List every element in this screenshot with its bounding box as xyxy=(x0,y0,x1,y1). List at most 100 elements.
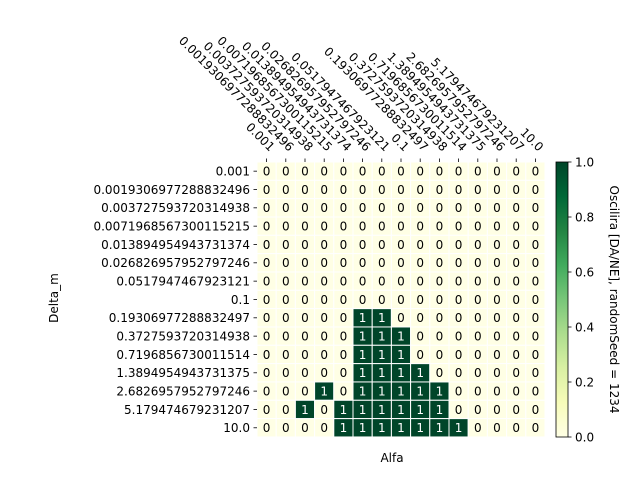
heatmap-cell-label-r10-c9: 0 xyxy=(436,348,444,362)
heatmap-cell-label-r4-c14: 0 xyxy=(532,238,540,252)
heatmap-cell-label-r4-c12: 0 xyxy=(493,238,501,252)
heatmap-cell-label-r6-c9: 0 xyxy=(436,274,444,288)
heatmap-cell-label-r6-c13: 0 xyxy=(512,274,520,288)
y-tick-label-11: 1.3894954943731375 xyxy=(116,366,250,380)
heatmap-cell-label-r11-c12: 0 xyxy=(493,366,501,380)
heatmap-cell-label-r1-c8: 0 xyxy=(416,183,424,197)
colorbar-gradient xyxy=(555,161,569,438)
x-axis-label: Alfa xyxy=(380,451,403,465)
heatmap-cell-label-r1-c14: 0 xyxy=(532,183,540,197)
heatmap-cell-label-r1-c13: 0 xyxy=(512,183,520,197)
heatmap-cell-label-r6-c12: 0 xyxy=(493,274,501,288)
heatmap-cell-label-r4-c0: 0 xyxy=(263,238,271,252)
heatmap-cell-label-r10-c6: 1 xyxy=(378,348,386,362)
heatmap-cell-label-r13-c3: 0 xyxy=(320,403,328,417)
x-axis-ticks: 0.0010.00193069772888324960.003727593720… xyxy=(176,34,546,162)
heatmap-cell-label-r9-c6: 1 xyxy=(378,329,386,343)
heatmap-cell-label-r0-c14: 0 xyxy=(532,164,540,178)
heatmap-cell-label-r12-c8: 1 xyxy=(416,384,424,398)
heatmap-cell-label-r12-c12: 0 xyxy=(493,384,501,398)
heatmap-cell-label-r4-c1: 0 xyxy=(282,238,290,252)
heatmap-cell-label-r2-c10: 0 xyxy=(455,201,463,215)
heatmap-cell-label-r13-c13: 0 xyxy=(512,403,520,417)
heatmap-cell-label-r4-c2: 0 xyxy=(301,238,309,252)
heatmap-cell-label-r7-c11: 0 xyxy=(474,293,482,307)
heatmap-cell-label-r4-c3: 0 xyxy=(320,238,328,252)
heatmap-cell-label-r13-c7: 1 xyxy=(397,403,405,417)
heatmap-cell-label-r8-c8: 0 xyxy=(416,311,424,325)
heatmap-cell-label-r4-c5: 0 xyxy=(359,238,367,252)
heatmap-cell-label-r6-c2: 0 xyxy=(301,274,309,288)
heatmap-cell-label-r6-c6: 0 xyxy=(378,274,386,288)
y-tick-label-13: 5.179474679231207 xyxy=(124,403,250,417)
heatmap-cell-label-r10-c3: 0 xyxy=(320,348,328,362)
heatmap-cell-label-r8-c1: 0 xyxy=(282,311,290,325)
heatmap-cell-label-r5-c0: 0 xyxy=(263,256,271,270)
heatmap-cell-label-r7-c8: 0 xyxy=(416,293,424,307)
heatmap-cell-label-r2-c4: 0 xyxy=(340,201,348,215)
heatmap-cell-label-r1-c0: 0 xyxy=(263,183,271,197)
heatmap-cell-label-r1-c1: 0 xyxy=(282,183,290,197)
y-tick-label-2: 0.003727593720314938 xyxy=(101,201,250,215)
heatmap-cell-label-r6-c5: 0 xyxy=(359,274,367,288)
heatmap-cell-label-r9-c0: 0 xyxy=(263,329,271,343)
heatmap-cell-label-r13-c1: 0 xyxy=(282,403,290,417)
heatmap-cell-label-r5-c1: 0 xyxy=(282,256,290,270)
heatmap-cell-label-r11-c11: 0 xyxy=(474,366,482,380)
colorbar-ticks: 0.0 0.2 0.4 0.6 0.8 1.0 xyxy=(568,155,594,444)
heatmap-cell-label-r10-c13: 0 xyxy=(512,348,520,362)
heatmap-cell-label-r14-c2: 0 xyxy=(301,421,309,435)
heatmap-cell-label-r3-c1: 0 xyxy=(282,219,290,233)
heatmap-cell-label-r2-c8: 0 xyxy=(416,201,424,215)
heatmap-cell-label-r11-c6: 1 xyxy=(378,366,386,380)
heatmap-cell-label-r2-c3: 0 xyxy=(320,201,328,215)
heatmap-cell-label-r6-c0: 0 xyxy=(263,274,271,288)
heatmap-cell-label-r0-c9: 0 xyxy=(436,164,444,178)
heatmap-cell-label-r0-c11: 0 xyxy=(474,164,482,178)
heatmap-cell-label-r7-c5: 0 xyxy=(359,293,367,307)
heatmap-cell-label-r7-c12: 0 xyxy=(493,293,501,307)
heatmap-cell-label-r2-c6: 0 xyxy=(378,201,386,215)
y-tick-label-1: 0.0019306977288832496 xyxy=(93,183,250,197)
heatmap-cell-label-r5-c11: 0 xyxy=(474,256,482,270)
heatmap-cell-label-r5-c10: 0 xyxy=(455,256,463,270)
heatmap-cell-label-r1-c7: 0 xyxy=(397,183,405,197)
heatmap-cell-label-r5-c14: 0 xyxy=(532,256,540,270)
heatmap-cell-label-r13-c11: 0 xyxy=(474,403,482,417)
heatmap-cell-label-r14-c1: 0 xyxy=(282,421,290,435)
heatmap-cell-label-r9-c14: 0 xyxy=(532,329,540,343)
heatmap-cell-label-r9-c10: 0 xyxy=(455,329,463,343)
heatmap-cell-label-r0-c0: 0 xyxy=(263,164,271,178)
heatmap-cell-label-r4-c8: 0 xyxy=(416,238,424,252)
y-axis-ticks: 0.001 0.0019306977288832496 0.003727593720… xyxy=(93,164,257,435)
heatmap-cell-label-r6-c8: 0 xyxy=(416,274,424,288)
heatmap-cell-label-r4-c10: 0 xyxy=(455,238,463,252)
heatmap-cell-label-r11-c7: 1 xyxy=(397,366,405,380)
heatmap-cell-label-r10-c8: 0 xyxy=(416,348,424,362)
heatmap-cell-label-r3-c3: 0 xyxy=(320,219,328,233)
y-tick-label-9: 0.3727593720314938 xyxy=(116,329,250,343)
heatmap-cell-label-r4-c11: 0 xyxy=(474,238,482,252)
heatmap-cell-label-r13-c6: 1 xyxy=(378,403,386,417)
heatmap-cell-label-r4-c9: 0 xyxy=(436,238,444,252)
heatmap-cell-label-r7-c2: 0 xyxy=(301,293,309,307)
heatmap-cell-label-r2-c0: 0 xyxy=(263,201,271,215)
heatmap-cell-label-r14-c5: 1 xyxy=(359,421,367,435)
heatmap-cell-label-r0-c5: 0 xyxy=(359,164,367,178)
heatmap-cell-label-r14-c11: 0 xyxy=(474,421,482,435)
y-tick-label-6: 0.0517947467923121 xyxy=(116,274,250,288)
heatmap-cell-label-r14-c9: 1 xyxy=(436,421,444,435)
y-tick-label-3: 0.0071968567300115215 xyxy=(93,219,250,233)
heatmap-cell-label-r14-c7: 1 xyxy=(397,421,405,435)
y-tick-label-4: 0.013894954943731374 xyxy=(101,238,250,252)
heatmap-cell-label-r1-c12: 0 xyxy=(493,183,501,197)
heatmap-cell-label-r11-c3: 0 xyxy=(320,366,328,380)
heatmap-cell-label-r12-c4: 0 xyxy=(340,384,348,398)
heatmap-cell-label-r11-c5: 1 xyxy=(359,366,367,380)
heatmap-cell-label-r6-c10: 0 xyxy=(455,274,463,288)
heatmap-cell-label-r2-c14: 0 xyxy=(532,201,540,215)
heatmap-cell-label-r3-c12: 0 xyxy=(493,219,501,233)
heatmap-cell-label-r10-c10: 0 xyxy=(455,348,463,362)
heatmap-cell-label-r3-c8: 0 xyxy=(416,219,424,233)
colorbar-label: Oscilira [DA/NE], randomSeed = 1234 xyxy=(607,186,621,414)
